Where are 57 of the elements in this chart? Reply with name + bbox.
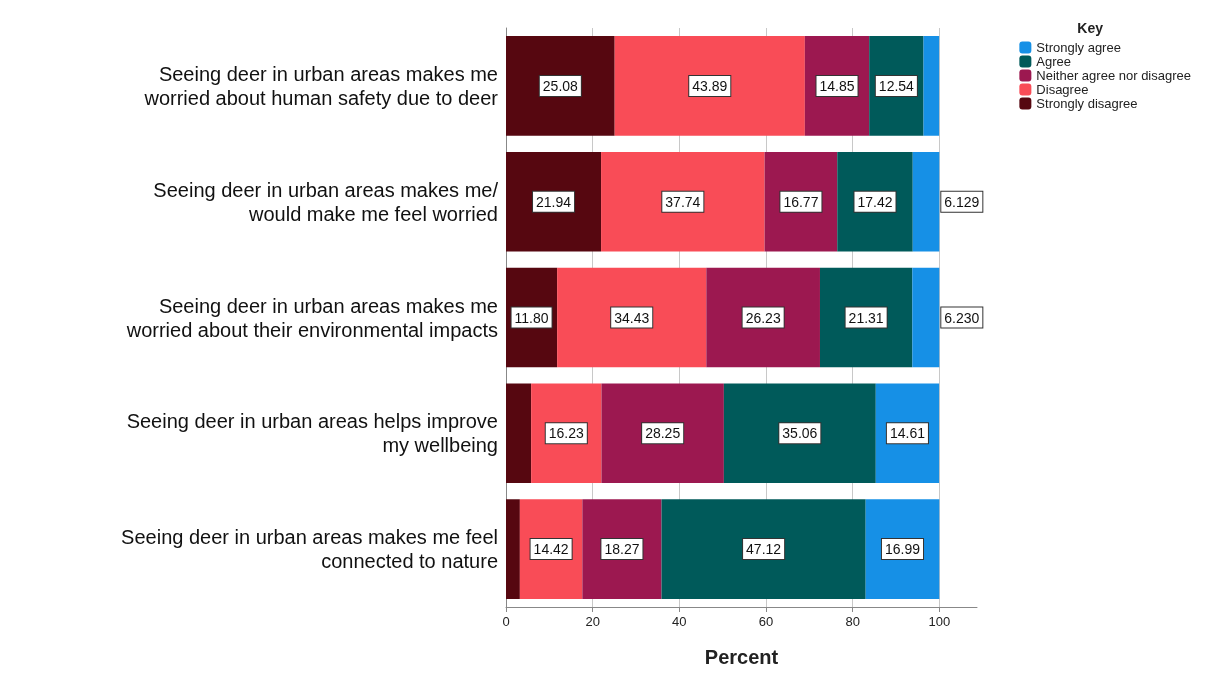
x-tick-label: 80 bbox=[845, 614, 860, 629]
bar bbox=[865, 499, 940, 599]
bar bbox=[819, 267, 913, 368]
legend-label: Agree bbox=[1036, 54, 1072, 69]
data-label: 47.12 bbox=[746, 541, 782, 558]
legend-label: Strongly disagree bbox=[1036, 96, 1138, 111]
y-tick-label: Seeing deer in urban areas makes me worried about human safety due to deer bbox=[143, 62, 499, 109]
bar bbox=[614, 36, 805, 136]
bar bbox=[582, 499, 662, 599]
data-label: 21.94 bbox=[536, 193, 572, 210]
y-tick-label: Seeing deer in urban areas makes me feel connected to nature bbox=[121, 526, 498, 573]
data-label: 26.23 bbox=[745, 309, 781, 326]
legend-label: Neither agree nor disagree bbox=[1036, 68, 1192, 83]
bar bbox=[912, 151, 940, 252]
bar bbox=[723, 383, 876, 484]
data-label: 16.99 bbox=[884, 541, 921, 558]
x-tick-label: 60 bbox=[758, 614, 774, 629]
x-tick-label: 20 bbox=[585, 614, 600, 629]
bar bbox=[601, 151, 765, 252]
bar bbox=[912, 267, 940, 368]
bar bbox=[601, 383, 724, 484]
data-label: 34.43 bbox=[614, 309, 650, 326]
legend-title: Key bbox=[1077, 20, 1104, 36]
data-label: 28.25 bbox=[645, 425, 681, 442]
data-label: 12.54 bbox=[878, 77, 915, 94]
bar bbox=[661, 499, 866, 599]
data-label: 43.89 bbox=[692, 77, 728, 94]
bar bbox=[506, 151, 602, 252]
legend-label: Disagree bbox=[1036, 82, 1089, 97]
legend-label: Strongly agree bbox=[1036, 40, 1121, 55]
data-label: 6.129 bbox=[944, 193, 980, 210]
bar bbox=[506, 383, 532, 484]
data-label: 18.27 bbox=[604, 541, 640, 558]
data-label: 16.77 bbox=[783, 193, 819, 210]
data-label: 16.23 bbox=[548, 425, 585, 442]
y-tick-label: Seeing deer in urban areas makes me worried about their environmental impacts bbox=[125, 294, 498, 341]
x-tick-label: 100 bbox=[928, 614, 951, 629]
bar bbox=[506, 499, 520, 599]
data-label: 14.85 bbox=[819, 77, 855, 94]
data-label: 6.230 bbox=[944, 309, 980, 326]
data-label: 14.61 bbox=[889, 425, 926, 442]
bar bbox=[506, 36, 615, 136]
bar bbox=[557, 267, 707, 368]
data-label: 37.74 bbox=[665, 193, 701, 210]
data-label: 25.08 bbox=[542, 77, 579, 94]
data-label: 14.42 bbox=[533, 541, 569, 558]
x-axis-title: Percent bbox=[704, 646, 779, 668]
data-label: 35.06 bbox=[782, 425, 818, 442]
y-tick-label: Seeing deer in urban areas helps improve my wellbeing bbox=[126, 410, 498, 457]
x-tick-label: 40 bbox=[672, 614, 687, 629]
data-label: 11.80 bbox=[514, 309, 549, 326]
bar bbox=[706, 267, 820, 368]
data-label: 17.42 bbox=[857, 193, 893, 210]
y-tick-label: Seeing deer in urban areas makes me/ would make me feel worried bbox=[153, 178, 499, 225]
data-label: 21.31 bbox=[848, 309, 884, 326]
bar bbox=[923, 36, 940, 136]
x-tick-label: 0 bbox=[502, 614, 510, 629]
